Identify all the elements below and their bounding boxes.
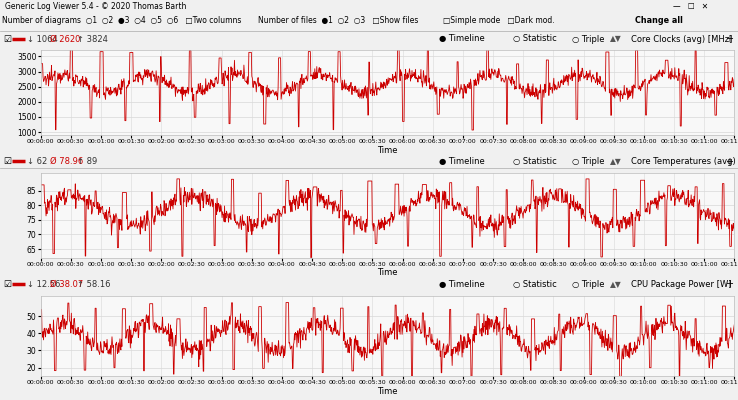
Text: Change all: Change all: [635, 16, 683, 26]
X-axis label: Time: Time: [377, 268, 398, 277]
Text: CPU Package Power [W]: CPU Package Power [W]: [631, 280, 731, 289]
Text: ● Timeline: ● Timeline: [439, 280, 485, 289]
Text: +: +: [725, 34, 733, 44]
Text: Number of files  ●1  ○2  ○3   □Show files: Number of files ●1 ○2 ○3 □Show files: [258, 16, 418, 26]
Text: +: +: [725, 157, 733, 167]
X-axis label: Time: Time: [377, 146, 398, 155]
Text: ☑: ☑: [3, 34, 11, 44]
Text: +: +: [725, 279, 733, 289]
Text: ↑ 3824: ↑ 3824: [77, 34, 108, 44]
Text: Ø 38.07: Ø 38.07: [50, 280, 83, 289]
Text: ○ Statistic: ○ Statistic: [513, 280, 556, 289]
Text: ↑ 58.16: ↑ 58.16: [77, 280, 111, 289]
Text: ↓ 12.56: ↓ 12.56: [27, 280, 61, 289]
Text: ○ Triple: ○ Triple: [572, 34, 604, 44]
Text: ○ Statistic: ○ Statistic: [513, 34, 556, 44]
Text: ↓ 62: ↓ 62: [27, 157, 47, 166]
Text: ▲▼: ▲▼: [610, 280, 622, 289]
Text: ☑: ☑: [3, 157, 11, 166]
Text: Core Temperatures (avg) [°C]: Core Temperatures (avg) [°C]: [631, 157, 738, 166]
Text: Ø 2620: Ø 2620: [50, 34, 80, 44]
Text: ☑: ☑: [3, 280, 11, 289]
Text: ● Timeline: ● Timeline: [439, 157, 485, 166]
Text: Ø 78.96: Ø 78.96: [50, 157, 83, 166]
Text: □Simple mode   □Dark mod.: □Simple mode □Dark mod.: [443, 16, 554, 26]
Text: Core Clocks (avg) [MHz]: Core Clocks (avg) [MHz]: [631, 34, 732, 44]
X-axis label: Time: Time: [377, 387, 398, 396]
Text: ○ Triple: ○ Triple: [572, 280, 604, 289]
Text: ● Timeline: ● Timeline: [439, 34, 485, 44]
Text: —   ☐   ✕: — ☐ ✕: [673, 2, 708, 11]
Text: ↑ 89: ↑ 89: [77, 157, 97, 166]
Text: ▲▼: ▲▼: [610, 34, 622, 44]
Text: ▲▼: ▲▼: [610, 157, 622, 166]
Text: ○ Triple: ○ Triple: [572, 157, 604, 166]
Text: Number of diagrams  ○1  ○2  ●3  ○4  ○5  ○6   □Two columns: Number of diagrams ○1 ○2 ●3 ○4 ○5 ○6 □Tw…: [2, 16, 241, 26]
Text: ○ Statistic: ○ Statistic: [513, 157, 556, 166]
Text: Generic Log Viewer 5.4 - © 2020 Thomas Barth: Generic Log Viewer 5.4 - © 2020 Thomas B…: [5, 2, 187, 11]
Text: ↓ 1064: ↓ 1064: [27, 34, 58, 44]
